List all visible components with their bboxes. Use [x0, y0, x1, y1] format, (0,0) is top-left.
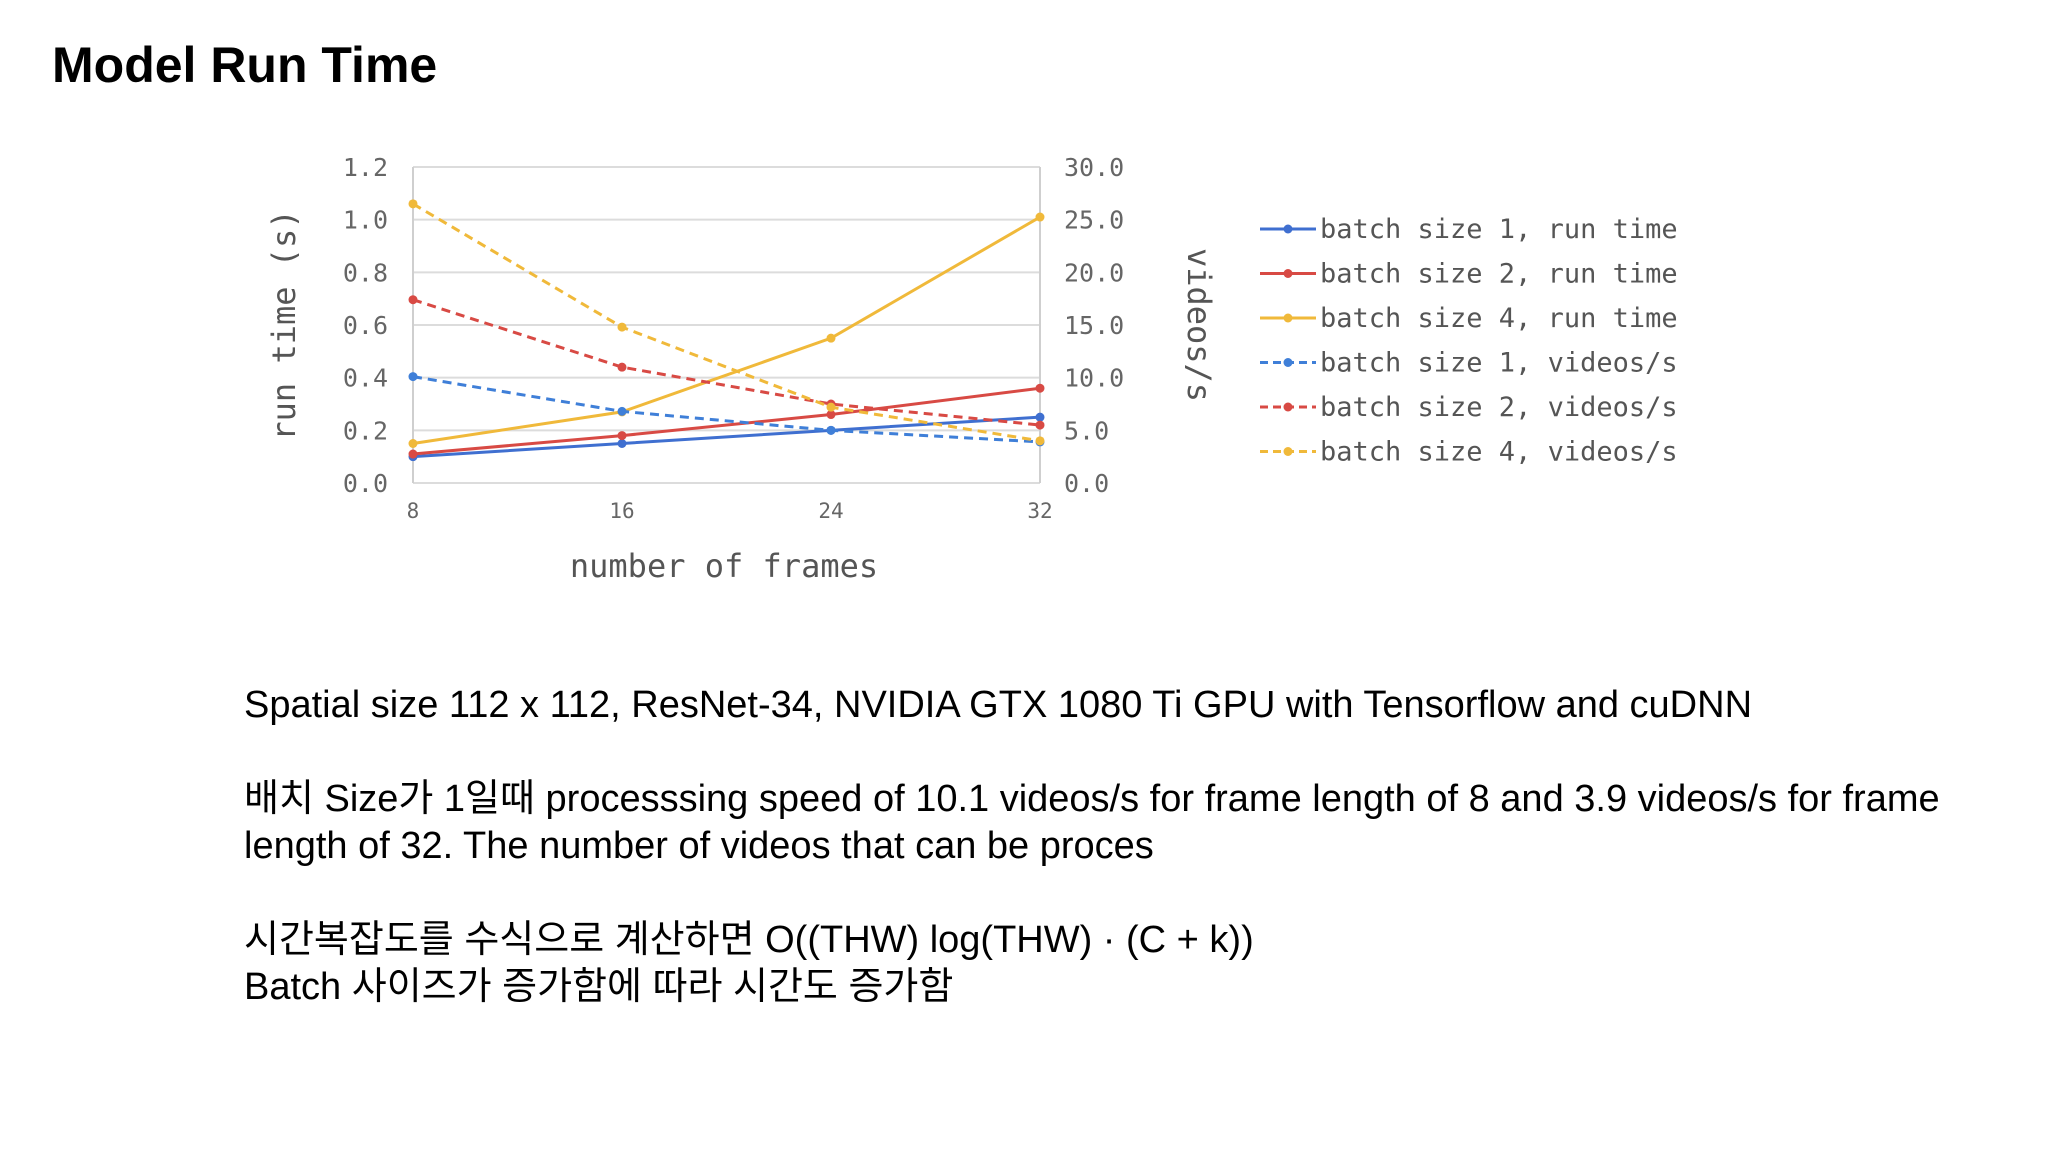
series-6: [408, 199, 1045, 446]
legend-marker: [1283, 447, 1293, 456]
data-point: [617, 362, 627, 372]
legend-entry: batch size 2, run time: [1260, 259, 1678, 290]
legend-entry: batch size 1, videos/s: [1260, 348, 1678, 379]
left-y-tick-label: 0.0: [343, 469, 388, 498]
series-line: [412, 215, 1041, 445]
data-point: [408, 372, 418, 382]
right-y-tick-label: 15.0: [1064, 311, 1124, 340]
data-point: [1035, 412, 1045, 422]
series-line: [412, 415, 1041, 459]
x-axis-ticks: 8 16 24 32: [407, 499, 1053, 523]
legend-marker: [1283, 358, 1293, 367]
legend-marker: [1283, 402, 1293, 412]
right-y-tick-label: 30.0: [1064, 153, 1124, 182]
right-y-tick-label: 0.0: [1064, 469, 1109, 498]
series-5: [408, 295, 1045, 430]
chart-series: [408, 199, 1045, 462]
slide-body: Spatial size 112 x 112, ResNet-34, NVIDI…: [244, 682, 2024, 1011]
data-point: [617, 406, 627, 416]
legend-entry: batch size 1, run time: [1260, 214, 1678, 245]
data-point: [826, 410, 836, 420]
x-tick-label: 32: [1027, 499, 1052, 523]
data-point: [1035, 212, 1045, 222]
left-y-tick-label: 0.8: [343, 258, 388, 287]
right-y-tick-label: 20.0: [1064, 258, 1124, 287]
data-point: [826, 333, 836, 343]
data-point: [1035, 420, 1045, 430]
body-paragraph: 배치 Size가 1일때 processsing speed of 10.1 v…: [244, 778, 1940, 867]
data-point: [617, 439, 627, 448]
legend-label: batch size 4, run time: [1320, 303, 1678, 334]
legend-label: batch size 1, videos/s: [1320, 348, 1678, 379]
data-point: [617, 322, 627, 332]
legend-label: batch size 4, videos/s: [1320, 437, 1678, 468]
right-y-tick-label: 25.0: [1064, 206, 1124, 235]
data-point: [408, 439, 418, 448]
legend-label: batch size 2, videos/s: [1320, 392, 1678, 423]
legend-marker: [1283, 269, 1293, 278]
left-y-tick-label: 0.6: [343, 311, 388, 340]
right-y-axis-ticks: 0.0 5.0 10.0 15.0 20.0 25.0 30.0: [1064, 153, 1124, 498]
left-y-tick-label: 1.2: [343, 153, 388, 182]
series-4: [408, 372, 1045, 447]
left-y-tick-label: 1.0: [343, 206, 388, 235]
series-2: [408, 383, 1045, 459]
right-y-axis-title: videos/s: [1180, 248, 1218, 402]
data-point: [826, 402, 836, 412]
left-y-tick-label: 0.2: [343, 416, 388, 445]
legend-marker: [1283, 224, 1293, 234]
left-y-axis-title: run time (s): [265, 209, 303, 440]
series-line: [412, 386, 1041, 456]
body-paragraph: 시간복잡도를 수식으로 계산하면 O((THW) log(THW) · (C +…: [244, 919, 1254, 1008]
legend-entry: batch size 2, videos/s: [1260, 392, 1678, 423]
legend-entry: batch size 4, videos/s: [1260, 437, 1678, 468]
legend-label: batch size 1, run time: [1320, 214, 1678, 245]
series-line: [412, 202, 1041, 443]
left-y-tick-label: 0.4: [343, 364, 388, 393]
data-point: [408, 295, 418, 305]
x-axis-title: number of frames: [570, 547, 878, 585]
x-tick-label: 24: [818, 499, 843, 523]
data-point: [617, 431, 627, 441]
data-point: [408, 199, 418, 209]
data-point: [1035, 383, 1045, 393]
body-paragraph: Spatial size 112 x 112, ResNet-34, NVIDI…: [244, 684, 1753, 726]
legend-label: batch size 2, run time: [1320, 259, 1678, 290]
x-tick-label: 8: [407, 499, 420, 523]
data-point: [1035, 436, 1045, 446]
data-point: [408, 449, 418, 459]
legend-entry: batch size 4, run time: [1260, 303, 1678, 334]
x-tick-label: 16: [609, 499, 634, 523]
slide-title: Model Run Time: [52, 37, 438, 93]
run-time-chart: 0.0 0.2 0.4 0.6 0.8 1.0 1.2 0.0 5.0 10.0 15.0 20.0…: [265, 153, 1678, 585]
data-point: [826, 425, 836, 435]
left-y-axis-ticks: 0.0 0.2 0.4 0.6 0.8 1.0 1.2: [343, 153, 388, 498]
legend-marker: [1283, 313, 1293, 323]
chart-legend: batch size 1, run time batch size 2, run …: [1260, 214, 1678, 468]
right-y-tick-label: 5.0: [1064, 416, 1109, 445]
right-y-tick-label: 10.0: [1064, 364, 1124, 393]
series-line: [412, 375, 1041, 444]
series-line: [412, 298, 1041, 427]
